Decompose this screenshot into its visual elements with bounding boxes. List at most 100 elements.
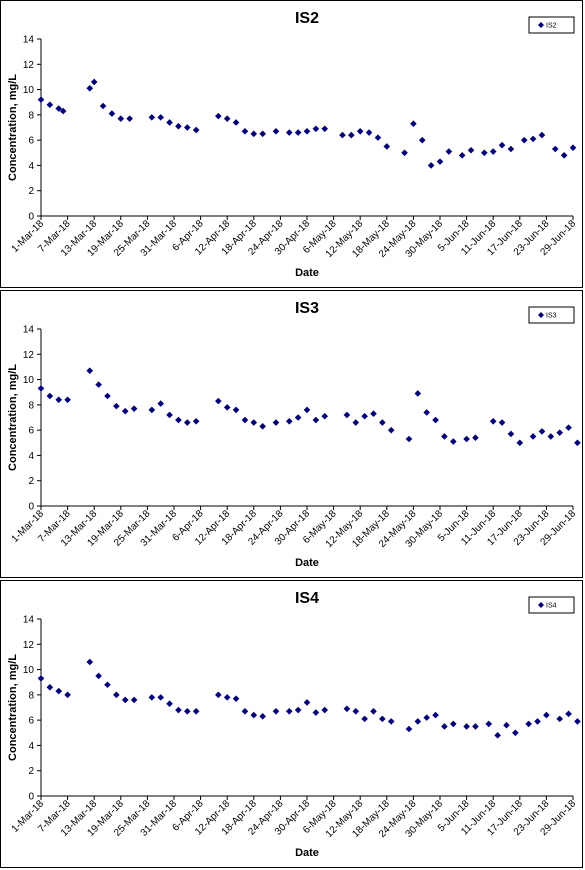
data-point: [547, 433, 555, 440]
legend-label: IS3: [546, 313, 557, 320]
data-point: [489, 417, 497, 425]
data-point: [450, 720, 457, 728]
data-point: [184, 707, 191, 715]
data-point: [37, 675, 45, 682]
data-point: [321, 125, 329, 133]
data-point: [405, 435, 413, 443]
data-point: [215, 397, 222, 405]
data-point: [64, 691, 71, 699]
data-point: [414, 718, 422, 725]
data-point: [130, 696, 138, 704]
data-point: [401, 149, 408, 157]
data-point: [241, 416, 249, 424]
data-point: [294, 414, 302, 421]
data-point: [184, 124, 191, 131]
chart-title: IS4: [295, 590, 319, 607]
data-point: [489, 148, 497, 155]
data-point: [441, 723, 448, 730]
data-point: [285, 417, 293, 425]
data-point: [157, 114, 164, 121]
data-point: [569, 144, 577, 152]
x-axis-title: Date: [295, 267, 319, 279]
y-tick-label: 12: [23, 350, 35, 361]
data-point: [379, 715, 386, 723]
legend-box: [528, 306, 575, 324]
data-point: [494, 732, 501, 739]
data-point: [303, 127, 311, 135]
y-tick-label: 10: [23, 375, 35, 386]
data-point: [560, 152, 568, 159]
y-axis-title: Concentration, mg/L: [7, 364, 19, 471]
data-point: [481, 149, 488, 157]
data-point: [312, 416, 320, 424]
y-tick-label: 14: [23, 615, 35, 626]
data-point: [259, 423, 266, 430]
data-point: [37, 96, 45, 103]
data-point: [472, 434, 479, 442]
data-point: [223, 115, 231, 122]
data-point: [232, 119, 240, 126]
data-point: [361, 715, 368, 723]
data-point: [192, 417, 200, 425]
data-point: [352, 419, 360, 426]
data-point: [303, 406, 311, 414]
data-point: [130, 405, 138, 412]
data-point: [383, 143, 391, 150]
y-axis-title: Concentration, mg/L: [7, 654, 19, 761]
y-tick-label: 6: [28, 426, 34, 437]
y-tick-label: 14: [23, 35, 35, 46]
data-point: [574, 718, 581, 725]
y-tick-label: 10: [23, 665, 35, 676]
data-point: [410, 120, 417, 128]
data-point: [166, 700, 173, 708]
data-point: [117, 115, 125, 122]
data-point: [272, 707, 280, 715]
data-point: [312, 125, 320, 133]
data-point: [463, 723, 470, 730]
data-point: [104, 681, 111, 689]
data-point: [387, 718, 395, 725]
data-point: [321, 412, 329, 420]
legend-label: IS2: [546, 23, 557, 30]
y-tick-label: 2: [28, 476, 34, 487]
data-point: [294, 129, 302, 136]
data-point: [148, 406, 156, 414]
data-point: [498, 419, 506, 426]
data-point: [46, 683, 54, 691]
data-point: [223, 694, 231, 701]
data-point: [113, 402, 120, 410]
data-point: [565, 710, 572, 718]
data-point: [157, 694, 164, 701]
data-point: [241, 127, 249, 135]
x-axis-title: Date: [295, 557, 319, 569]
chart-svg: IS4024681012141-Mar-187-Mar-1813-Mar-181…: [7, 590, 581, 859]
y-tick-label: 14: [23, 325, 35, 336]
legend: IS4: [528, 596, 575, 614]
data-point: [86, 658, 94, 666]
data-point: [184, 419, 191, 426]
data-point: [166, 411, 173, 419]
y-tick-label: 0: [28, 212, 34, 223]
data-point: [90, 78, 98, 86]
data-point: [370, 707, 377, 715]
data-point: [556, 715, 563, 723]
data-point: [427, 162, 435, 169]
data-point: [556, 429, 563, 436]
data-point: [272, 419, 280, 426]
data-point: [121, 696, 129, 704]
data-point: [441, 433, 448, 440]
data-point: [303, 699, 311, 706]
data-point: [55, 687, 63, 695]
data-point: [432, 711, 439, 719]
data-point: [534, 718, 541, 725]
chart-svg: IS3024681012141-Mar-187-Mar-1813-Mar-181…: [7, 300, 581, 569]
y-tick-label: 2: [28, 766, 34, 777]
data-point: [148, 114, 156, 121]
data-point: [259, 130, 266, 138]
legend-marker: [538, 22, 544, 28]
y-tick-label: 4: [28, 741, 34, 752]
data-point: [458, 152, 466, 159]
data-point: [356, 127, 364, 135]
data-point: [272, 127, 280, 135]
data-point: [175, 706, 182, 714]
